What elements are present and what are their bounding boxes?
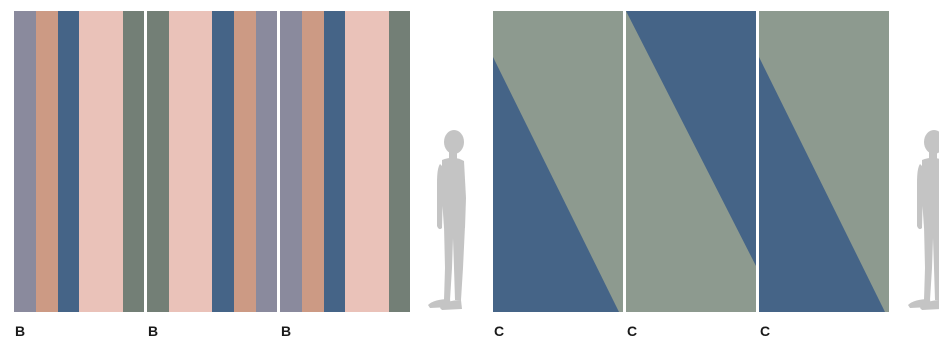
stripe-blush <box>345 11 389 312</box>
stripe-lavender <box>256 11 277 312</box>
stripe-terracotta <box>234 11 256 312</box>
panel-label-c-3: C <box>760 323 771 339</box>
stripe-terracotta <box>302 11 324 312</box>
panel-label-b-2: B <box>148 323 159 339</box>
stripe-blush <box>79 11 123 312</box>
stripe-panel-b-1 <box>14 11 144 312</box>
stripe-blush <box>169 11 212 312</box>
stripe-terracotta <box>36 11 58 312</box>
stripe-slate-blue <box>58 11 79 312</box>
human-silhouette-icon <box>424 128 470 313</box>
stripe-panel-b-2 <box>147 11 277 312</box>
panel-label-b-1: B <box>15 323 26 339</box>
stripe-slate-blue <box>212 11 234 312</box>
stripe-sage <box>389 11 410 312</box>
stripe-sage <box>123 11 144 312</box>
human-silhouette-icon <box>904 128 939 313</box>
panel-label-b-3: B <box>281 323 292 339</box>
diagonal-panel-c-1 <box>493 11 623 312</box>
panel-label-c-1: C <box>494 323 505 339</box>
stripe-lavender <box>280 11 302 312</box>
stripe-sage <box>147 11 169 312</box>
diagonal-panel-c-2 <box>626 11 756 312</box>
panel-label-c-2: C <box>627 323 638 339</box>
stripe-panel-b-3 <box>280 11 410 312</box>
diagonal-panel-c-3 <box>759 11 889 312</box>
stripe-lavender <box>14 11 36 312</box>
stripe-slate-blue <box>324 11 345 312</box>
